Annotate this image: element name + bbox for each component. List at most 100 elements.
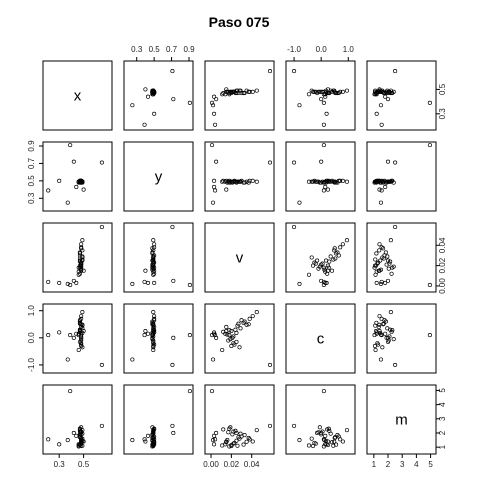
point-y-c-28 [332,180,337,185]
point-v-m-33 [385,278,391,283]
point-x-y-30 [142,122,147,127]
point-c-v-23 [247,316,252,321]
point-y-c-5 [309,179,314,184]
xtick-label-v-1: 0.02 [224,460,240,469]
point-y-v-37 [224,187,229,192]
point-c-v-3 [224,324,229,330]
point-m-y-30 [142,437,147,442]
point-y-m-26 [377,178,382,183]
point-m-y-33 [171,430,176,436]
point-v-m-19 [390,265,395,270]
varname-x: x [74,88,82,105]
point-m-y-24 [150,433,155,438]
point-m-v-28 [246,435,251,440]
point-y-c-34 [297,200,302,205]
point-m-c-16 [333,435,338,440]
point-m-y-27 [151,430,156,436]
point-m-c-32 [323,433,328,438]
point-c-m-28 [381,322,386,327]
point-m-v-37 [224,439,229,444]
panel-v-c [285,222,356,293]
point-y-x-31 [99,160,104,165]
point-v-m-9 [388,259,393,264]
point-c-v-27 [234,339,239,344]
point-y-v-29 [220,179,225,184]
point-v-c-23 [338,245,343,250]
panel-v-v [204,222,275,293]
point-v-m-10 [389,271,394,276]
point-y-c-25 [344,179,349,184]
point-m-y-34 [130,438,135,443]
point-c-x-25 [80,310,85,315]
point-c-x-32 [74,331,79,336]
point-v-m-12 [373,257,378,262]
point-y-c-26 [340,178,345,183]
point-v-c-37 [325,268,331,273]
point-x-v-31 [267,69,273,74]
point-c-m-25 [388,310,393,315]
point-c-x-29 [76,347,81,353]
point-c-m-5 [380,345,385,350]
xtick-label-m-3: 4 [414,460,419,469]
point-v-c-25 [344,238,349,243]
point-x-c-25 [344,88,349,93]
point-x-m-35 [427,100,432,105]
point-x-y-28 [150,89,155,94]
point-c-x-26 [79,314,84,319]
point-m-x-32 [74,433,79,438]
varname-y: y [155,169,163,186]
point-v-c-33 [319,278,324,283]
point-c-m-11 [391,337,396,342]
point-m-c-11 [317,425,322,430]
point-v-m-2 [375,261,380,266]
point-v-x-31 [99,224,104,230]
point-v-c-26 [340,242,345,247]
point-m-x-34 [65,438,70,443]
point-y-c-11 [317,180,322,185]
point-c-v-17 [238,326,243,331]
point-m-v-30 [213,437,218,442]
panel-y-c [285,141,356,212]
panel-y-x [42,141,113,212]
point-v-x-16 [77,256,82,261]
xtick-label-c-2: 1.0 [343,45,355,54]
point-y-c-24 [335,180,340,185]
point-c-y-21 [150,320,155,325]
ytick-label-m-4: 5 [438,388,447,393]
point-m-c-21 [334,442,339,447]
xtick-label-y-0: 0.3 [131,45,143,54]
point-c-v-4 [234,330,239,335]
point-c-v-9 [233,327,238,332]
ytick-label-x-1: 0.5 [438,83,447,95]
point-c-x-28 [79,322,84,327]
point-c-v-0 [227,333,232,338]
point-m-v-19 [227,426,232,431]
point-c-v-1 [229,328,234,334]
point-v-m-27 [385,258,391,263]
point-m-v-31 [267,423,273,428]
point-x-v-34 [211,103,216,108]
point-m-c-27 [315,430,320,436]
xtick-label-x-1: 0.5 [78,460,90,469]
point-y-m-35 [427,143,432,148]
point-v-y-36 [152,280,157,285]
point-x-c-26 [340,89,345,94]
ytick-label-y-0: 0.3 [27,192,36,204]
point-v-m-28 [381,246,386,251]
point-v-x-27 [77,258,82,263]
point-y-c-29 [306,179,312,184]
point-y-c-21 [334,180,339,185]
point-v-y-19 [152,265,157,270]
point-m-c-3 [329,440,335,445]
point-c-m-20 [372,343,378,349]
point-v-c-11 [317,264,322,269]
point-y-x-33 [71,159,76,164]
point-x-c-36 [324,111,329,116]
point-x-v-37 [224,87,229,92]
point-y-c-30 [321,188,326,193]
point-c-y-5 [151,345,156,350]
point-m-c-22 [332,439,337,444]
point-c-y-37 [143,328,148,334]
point-m-v-17 [238,431,243,436]
point-m-x-28 [79,435,84,440]
